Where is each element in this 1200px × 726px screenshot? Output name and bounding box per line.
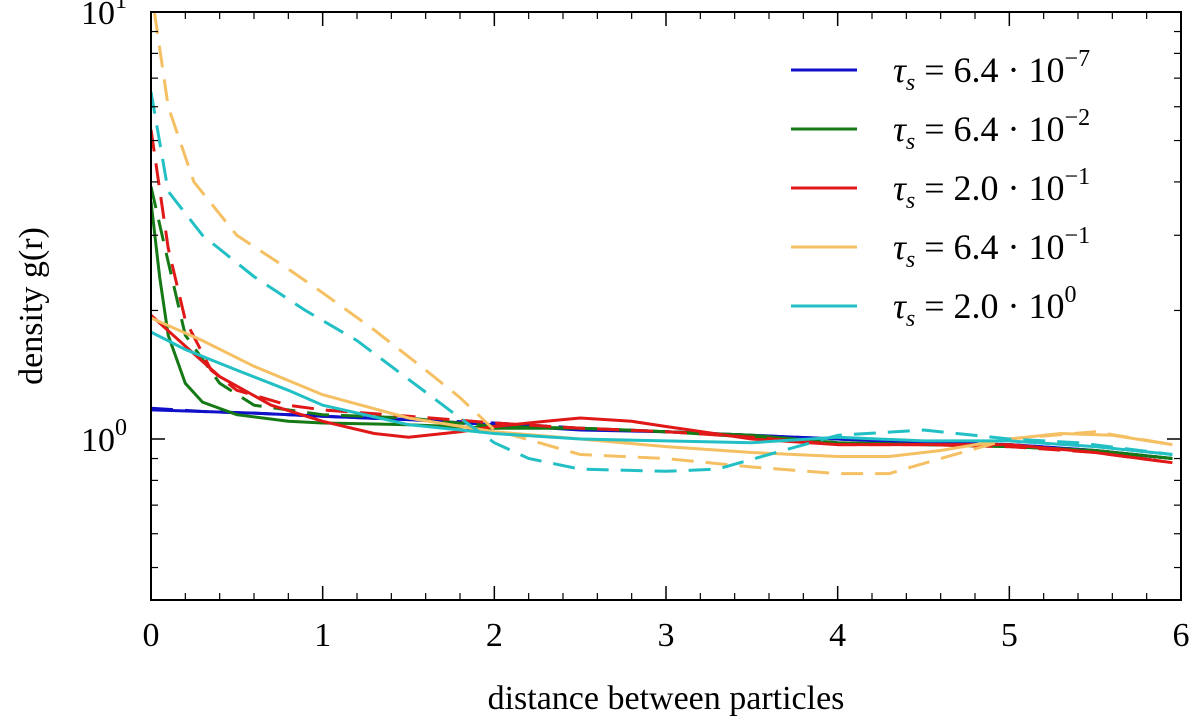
y-tick-label: 100 <box>81 415 127 459</box>
x-tick-label: 2 <box>486 617 503 654</box>
x-tick-label: 6 <box>1173 617 1190 654</box>
legend-item-1: τs = 6.4 · 10−7 <box>791 46 1090 96</box>
legend-item-2: τs = 6.4 · 10−2 <box>791 105 1090 155</box>
x-tick-label: 1 <box>314 617 331 654</box>
x-tick-label: 4 <box>829 617 846 654</box>
legend-label: τs = 2.0 · 100 <box>893 282 1077 332</box>
series-3 <box>151 129 1173 465</box>
series-5 <box>151 91 1173 473</box>
legend-item-4: τs = 6.4 · 10−1 <box>791 223 1090 273</box>
series-layer <box>151 12 1173 476</box>
series-4 <box>151 12 1173 476</box>
legend: τs = 6.4 · 10−7 τs = 6.4 · 10−2 τs = 2.0 ·… <box>791 46 1090 332</box>
legend-label: τs = 2.0 · 10−1 <box>893 164 1090 214</box>
x-tick-label: 0 <box>143 617 160 654</box>
x-axis-title: distance between particles <box>488 680 845 717</box>
legend-label: τs = 6.4 · 10−7 <box>893 46 1090 96</box>
y-axis-title: density g(r) <box>13 227 50 385</box>
legend-label: τs = 6.4 · 10−1 <box>893 223 1090 273</box>
x-tick-label: 5 <box>1001 617 1018 654</box>
y-tick-label: 101 <box>81 0 127 32</box>
tick-layer: 0 1 2 3 4 5 6 100 101 <box>81 0 1190 654</box>
series-3-solid-line <box>151 314 1173 465</box>
legend-label: τs = 6.4 · 10−2 <box>893 105 1090 155</box>
series-5-solid-line <box>151 330 1173 456</box>
series-4-solid-line <box>151 316 1173 458</box>
series-4-dashed-line <box>152 12 1173 476</box>
series-5-dashed-line <box>151 91 1173 473</box>
series-1-solid-line <box>151 408 1173 460</box>
x-tick-label: 3 <box>658 617 675 654</box>
legend-item-5: τs = 2.0 · 100 <box>791 282 1077 332</box>
legend-item-3: τs = 2.0 · 10−1 <box>791 164 1090 214</box>
